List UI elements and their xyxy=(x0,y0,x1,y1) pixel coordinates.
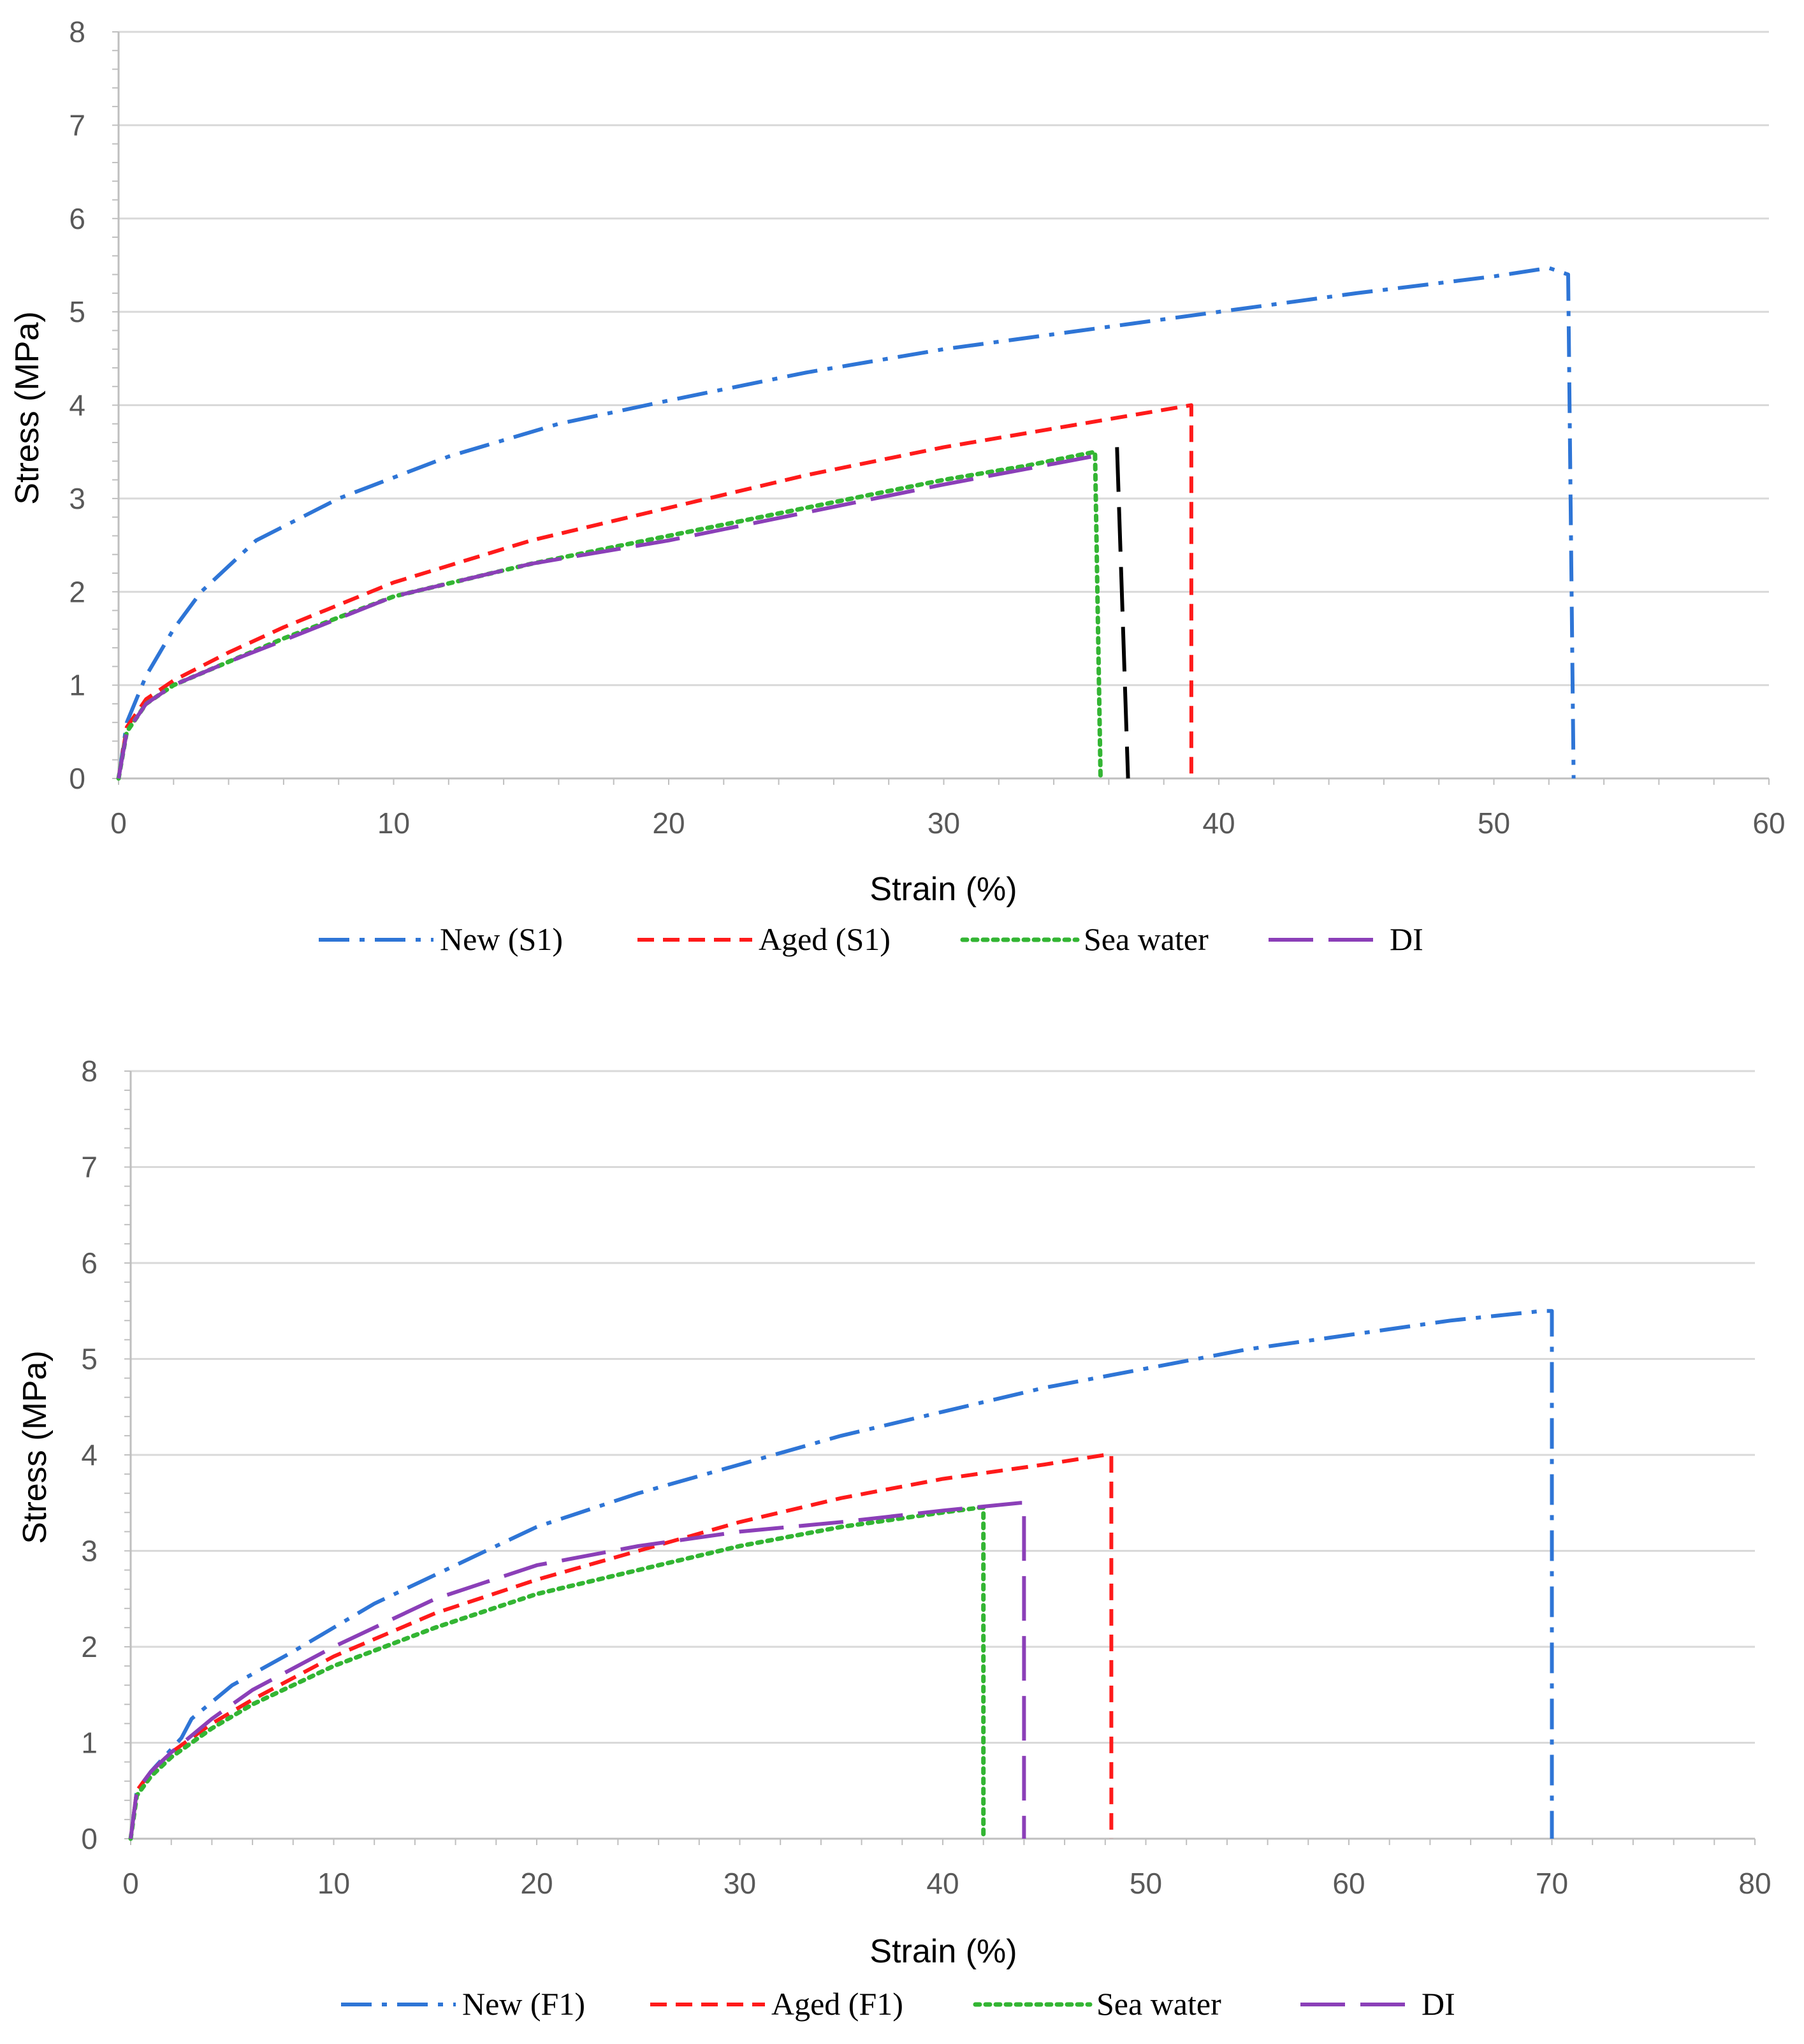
x-tick-label: 60 xyxy=(1332,1867,1365,1900)
y-tick-label: 4 xyxy=(69,389,85,422)
legend-label-new-s1: New (S1) xyxy=(440,921,563,957)
y-axis-title: Stress (MPa) xyxy=(17,1350,54,1544)
y-tick-label: 2 xyxy=(81,1630,98,1663)
y-tick-label: 5 xyxy=(69,295,85,328)
y-axis-title: Stress (MPa) xyxy=(9,311,46,504)
legend-label-di: DI xyxy=(1390,921,1423,957)
x-axis-title: Strain (%) xyxy=(869,871,1017,908)
y-tick-label: 5 xyxy=(81,1343,98,1376)
legend-label-aged-f1: Aged (F1) xyxy=(771,1986,903,2022)
legend-label-sea-water: Sea water xyxy=(1096,1986,1221,2022)
x-tick-label: 30 xyxy=(724,1867,756,1900)
y-tick-label: 7 xyxy=(81,1151,98,1184)
chart-top: 0 1 2 3 4 5 6 7 8 0 10 20 30 40 50 60 Strain (%) Stress… xyxy=(9,15,1786,957)
x-tick-label: 20 xyxy=(652,807,685,840)
legend: New (F1) Aged (F1) Sea water DI xyxy=(341,1986,1455,2022)
legend: New (S1) Aged (S1) Sea water DI xyxy=(319,921,1423,957)
x-tick-label: 30 xyxy=(927,807,960,840)
series-line-fracture xyxy=(1115,447,1130,779)
y-tick-label: 8 xyxy=(69,15,85,48)
y-tick-label: 4 xyxy=(81,1438,98,1471)
x-tick-label: 60 xyxy=(1752,807,1785,840)
series-line-new-f1 xyxy=(129,1309,1554,1839)
legend-label-new-f1: New (F1) xyxy=(462,1986,585,2022)
x-tick-label: 50 xyxy=(1130,1867,1162,1900)
x-tick-label: 50 xyxy=(1478,807,1510,840)
y-tick-label: 6 xyxy=(81,1246,98,1280)
y-tick-label: 3 xyxy=(69,482,85,515)
y-tick-label: 1 xyxy=(81,1726,98,1760)
y-tick-label: 8 xyxy=(81,1055,98,1088)
legend-label-aged-s1: Aged (S1) xyxy=(759,921,891,957)
y-tick-label: 3 xyxy=(81,1535,98,1568)
y-tick-label: 0 xyxy=(81,1822,98,1855)
x-tick-label: 20 xyxy=(520,1867,553,1900)
series-line-di xyxy=(129,1501,1026,1839)
x-tick-label: 10 xyxy=(377,807,410,840)
x-tick-label: 40 xyxy=(926,1867,959,1900)
x-tick-label: 70 xyxy=(1536,1867,1568,1900)
legend-label-di: DI xyxy=(1422,1986,1455,2022)
x-tick-label: 80 xyxy=(1738,1867,1771,1900)
y-tick-label: 2 xyxy=(69,575,85,608)
y-tick-label: 0 xyxy=(69,762,85,795)
x-tick-label: 40 xyxy=(1202,807,1235,840)
y-tick-label: 7 xyxy=(69,108,85,142)
series-line-di xyxy=(117,455,1093,779)
x-axis-title: Strain (%) xyxy=(869,1933,1017,1970)
series-line-aged-s1 xyxy=(117,403,1193,779)
y-tick-label: 1 xyxy=(69,669,85,702)
x-tick-label: 0 xyxy=(110,807,127,840)
y-tick-label: 6 xyxy=(69,202,85,235)
x-tick-label: 10 xyxy=(317,1867,350,1900)
series-line-sea-water xyxy=(116,449,1103,781)
series-line-sea-water xyxy=(128,1505,986,1841)
series-line-new-s1 xyxy=(117,266,1576,779)
legend-label-sea-water: Sea water xyxy=(1084,921,1209,957)
x-tick-label: 0 xyxy=(122,1867,139,1900)
